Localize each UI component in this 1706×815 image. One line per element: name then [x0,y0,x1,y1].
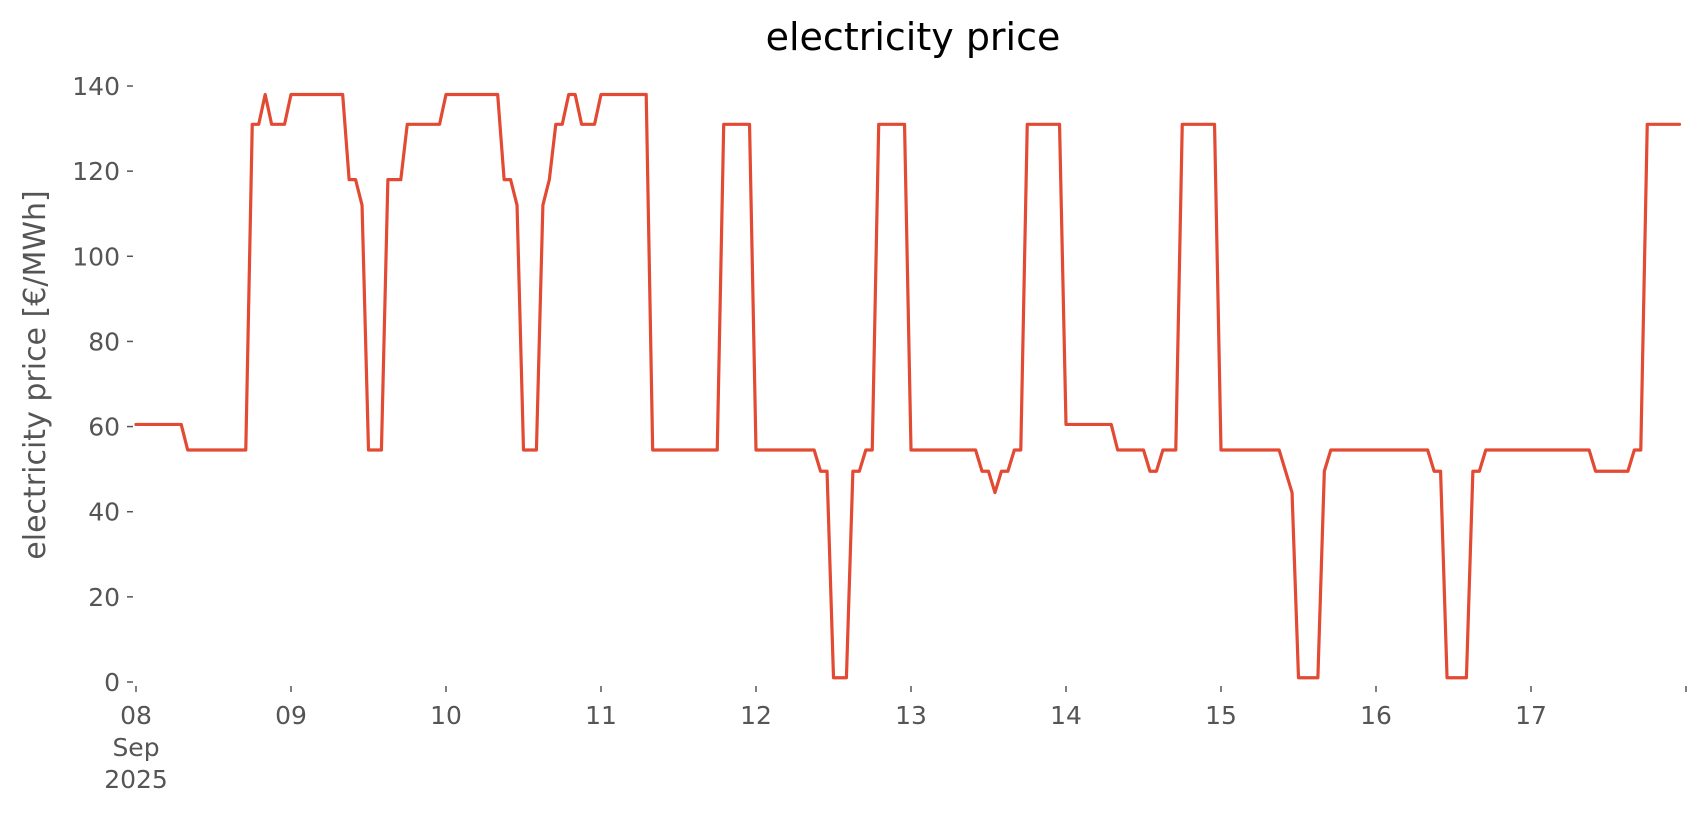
y-tick-label: 60 [88,413,120,442]
x-tick-label-line: 12 [740,701,772,730]
y-axis: 0 20 40 60 80 100 120 140 [72,72,133,697]
x-tick-label: 14 [1050,701,1082,730]
x-tick-label-line: 08 [120,701,152,730]
x-tick-label: 09 [275,701,307,730]
y-tick-label: 0 [104,668,120,697]
y-tick-label: 140 [72,72,120,101]
series-line-0 [134,92,1682,680]
y-tick-label: 40 [88,498,120,527]
x-tick-label-line: 14 [1050,701,1082,730]
x-tick-label: 08 Sep 2025 [104,701,168,794]
x-tick-label: 10 [430,701,462,730]
y-tick-label: 100 [72,242,120,271]
x-tick-label-line: 11 [585,701,617,730]
x-tick-label: 15 [1205,701,1237,730]
x-tick-label-line: 16 [1360,701,1392,730]
x-tick-label-line: Sep [112,733,159,762]
x-tick-label-line: 13 [895,701,927,730]
x-tick-label: 17 [1515,701,1547,730]
x-tick-label-line: 15 [1205,701,1237,730]
y-tick-label: 120 [72,157,120,186]
y-tick-label: 80 [88,327,120,356]
x-tick-label: 11 [585,701,617,730]
x-tick-label: 12 [740,701,772,730]
y-tick-label: 20 [88,583,120,612]
chart-title: electricity price [766,15,1061,59]
x-tick-label-line: 09 [275,701,307,730]
x-tick-label-line: 2025 [104,765,168,794]
x-tick-label-line: 10 [430,701,462,730]
y-axis-label: electricity price [€/MWh] [18,190,53,559]
x-tick-label-line: 17 [1515,701,1547,730]
plot-area [134,92,1682,680]
x-tick-label: 13 [895,701,927,730]
x-axis: 08 Sep 2025 09 10 11 12 13 14 15 16 17 [104,686,1687,794]
x-tick-label: 16 [1360,701,1392,730]
